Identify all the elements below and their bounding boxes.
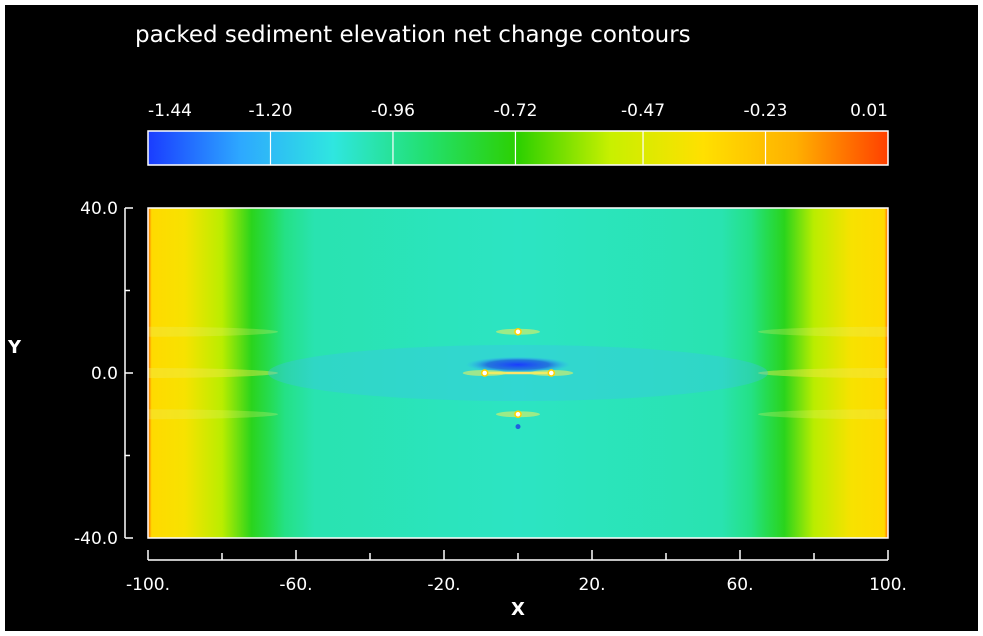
y-axis: 40.0 0.0 -40.0 — [74, 199, 133, 549]
contour-band — [148, 409, 278, 420]
colorbar-tick-label: -0.23 — [744, 101, 788, 121]
colorbar-tick-label: -0.72 — [493, 101, 537, 121]
x-axis: -100. -60. -20. 20. 60. 100. — [126, 550, 907, 595]
x-tick-label: -20. — [427, 575, 460, 595]
plot-frame — [147, 207, 889, 539]
contour-band — [148, 368, 278, 378]
contour-band — [148, 326, 278, 337]
contour-band — [758, 326, 888, 337]
colorbar-tick-label: -0.96 — [371, 101, 415, 121]
structure-marker — [480, 369, 489, 377]
chart-title: packed sediment elevation net change con… — [135, 22, 691, 48]
y-tick-label: 0.0 — [91, 364, 118, 384]
x-tick-label: -60. — [279, 575, 312, 595]
colorbar-tick-label: -0.47 — [621, 101, 665, 121]
x-tick-label: 100. — [869, 575, 907, 595]
scour-spot — [515, 424, 521, 430]
colorbar-tick-label: 0.01 — [850, 101, 888, 121]
contour-band — [758, 368, 888, 378]
y-tick-label: -40.0 — [74, 529, 118, 549]
x-tick-label: 20. — [578, 575, 605, 595]
colorbar: -1.44 -1.20 -0.96 -0.72 -0.47 -0.23 0.01 — [147, 101, 889, 166]
contour-band — [758, 409, 888, 420]
central-trough — [466, 356, 570, 373]
x-axis-label: X — [511, 599, 525, 620]
y-tick-label: 40.0 — [80, 199, 118, 219]
x-tick-label: 60. — [726, 575, 753, 595]
colorbar-tick-label: -1.44 — [148, 101, 192, 121]
plot-area — [147, 207, 889, 539]
structure-marker — [514, 410, 522, 418]
x-tick-label: -100. — [126, 575, 170, 595]
y-axis-label: Y — [7, 337, 22, 358]
colorbar-tick-label: -1.20 — [248, 101, 292, 121]
structure-marker — [547, 369, 556, 377]
colorbar-gradient — [147, 130, 889, 166]
structure-marker — [514, 328, 522, 336]
